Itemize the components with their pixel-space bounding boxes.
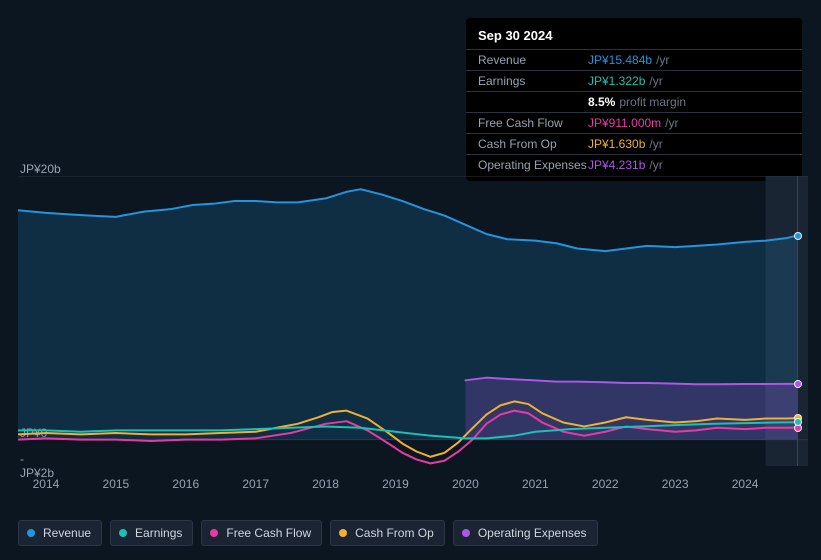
x-axis-label: 2021: [522, 477, 549, 491]
x-axis-label: 2018: [312, 477, 339, 491]
legend-color-dot: [119, 529, 127, 537]
x-axis-label: 2015: [103, 477, 130, 491]
legend-item-revenue[interactable]: Revenue: [18, 520, 102, 546]
tooltip-row: 8.5% profit margin: [466, 91, 802, 112]
legend-label: Earnings: [135, 526, 182, 540]
legend-item-operating-expenses[interactable]: Operating Expenses: [453, 520, 598, 546]
chart-plot-area: [18, 176, 808, 466]
tooltip-metric-value: JP¥1.630b: [588, 137, 645, 151]
chart-legend: Revenue Earnings Free Cash Flow Cash From O…: [18, 520, 598, 546]
legend-item-free-cash-flow[interactable]: Free Cash Flow: [201, 520, 322, 546]
tooltip-metric-label: Revenue: [478, 53, 588, 67]
legend-color-dot: [339, 529, 347, 537]
legend-label: Free Cash Flow: [226, 526, 311, 540]
legend-label: Operating Expenses: [478, 526, 587, 540]
tooltip-metric-value: JP¥1.322b: [588, 74, 645, 88]
x-axis-label: 2017: [242, 477, 269, 491]
tooltip-metric-label: Free Cash Flow: [478, 116, 588, 130]
tooltip-row: RevenueJP¥15.484b/yr: [466, 49, 802, 70]
tooltip-metric-label: Earnings: [478, 74, 588, 88]
tooltip-metric-unit: /yr: [656, 53, 669, 67]
legend-color-dot: [27, 529, 35, 537]
legend-label: Cash From Op: [355, 526, 434, 540]
tooltip-row: Free Cash FlowJP¥911.000m/yr: [466, 112, 802, 133]
data-tooltip: Sep 30 2024 RevenueJP¥15.484b/yrEarnings…: [466, 18, 802, 181]
series-end-marker: [794, 232, 802, 240]
legend-item-earnings[interactable]: Earnings: [110, 520, 193, 546]
tooltip-row: Cash From OpJP¥1.630b/yr: [466, 133, 802, 154]
tooltip-row: EarningsJP¥1.322b/yr: [466, 70, 802, 91]
x-axis-label: 2020: [452, 477, 479, 491]
x-axis-label: 2014: [33, 477, 60, 491]
x-axis-label: 2024: [732, 477, 759, 491]
tooltip-profit-margin-pct: 8.5%: [588, 95, 615, 109]
tooltip-metric-value: JP¥911.000m: [588, 116, 661, 130]
x-axis-label: 2022: [592, 477, 619, 491]
tooltip-metric-value: JP¥15.484b: [588, 53, 652, 67]
tooltip-profit-margin-label: profit margin: [619, 95, 686, 109]
tooltip-metric-label: Cash From Op: [478, 137, 588, 151]
x-axis-label: 2016: [172, 477, 199, 491]
x-axis-label: 2023: [662, 477, 689, 491]
legend-label: Revenue: [43, 526, 91, 540]
x-axis-label: 2019: [382, 477, 409, 491]
tooltip-metric-unit: /yr: [665, 116, 678, 130]
legend-color-dot: [462, 529, 470, 537]
financial-chart[interactable]: JP¥20bJP¥0-JP¥2b 20142015201620172018201…: [18, 160, 808, 495]
tooltip-metric-unit: /yr: [649, 137, 662, 151]
tooltip-date: Sep 30 2024: [466, 24, 802, 49]
tooltip-metric-unit: /yr: [649, 74, 662, 88]
series-end-marker: [794, 380, 802, 388]
series-end-marker: [794, 418, 802, 426]
legend-item-cash-from-op[interactable]: Cash From Op: [330, 520, 445, 546]
legend-color-dot: [210, 529, 218, 537]
